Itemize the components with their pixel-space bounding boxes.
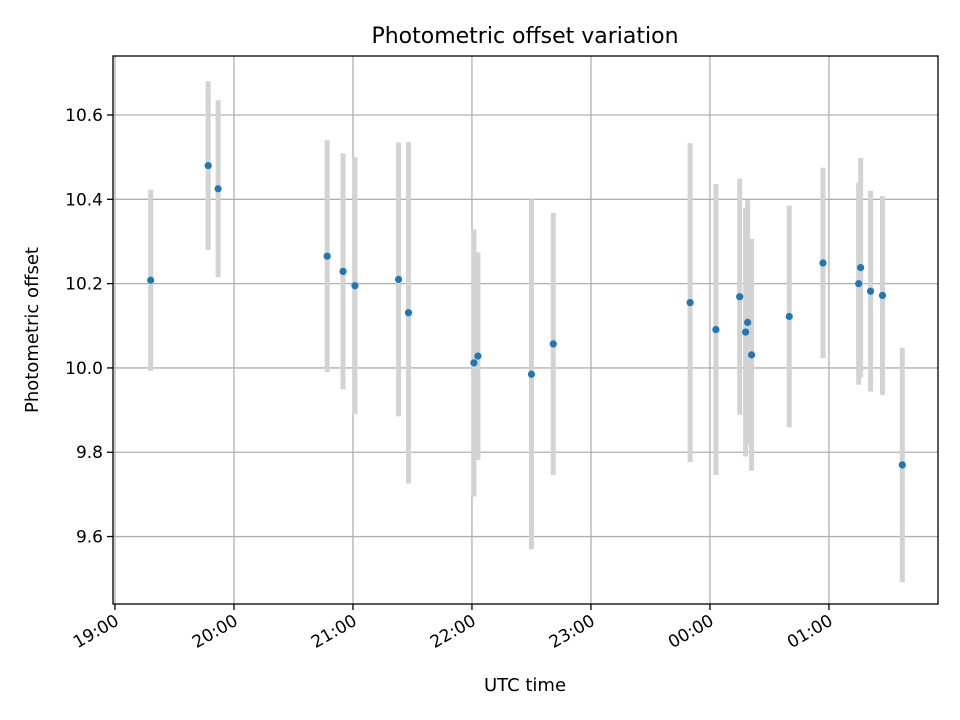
data-point bbox=[785, 312, 793, 321]
x-tick-label: 23:00 bbox=[546, 611, 598, 653]
ticks: 9.6 9.8 10.0 10.2 10.4 10.6 19:00 20:00 21:00 22:… bbox=[65, 106, 836, 653]
data-point bbox=[214, 185, 222, 193]
data-point bbox=[339, 267, 347, 276]
data-point bbox=[527, 370, 536, 378]
y-tick-label: 10.0 bbox=[65, 359, 103, 379]
data-point bbox=[742, 328, 750, 336]
data-point bbox=[866, 287, 875, 295]
data-point bbox=[686, 299, 694, 307]
data-point bbox=[351, 282, 359, 290]
data-point bbox=[323, 252, 331, 260]
data-point bbox=[736, 293, 744, 301]
x-tick-label: 19:00 bbox=[70, 611, 122, 653]
data-point bbox=[855, 280, 863, 288]
data-point bbox=[712, 325, 720, 334]
data-point bbox=[394, 275, 403, 284]
x-tick-label: 01:00 bbox=[784, 611, 836, 653]
y-tick-label: 10.2 bbox=[65, 275, 103, 295]
error-bars bbox=[148, 81, 905, 583]
data-point bbox=[819, 259, 827, 267]
data-point bbox=[878, 291, 887, 300]
grid bbox=[113, 56, 938, 604]
data-points bbox=[147, 162, 906, 469]
x-tick-label: 00:00 bbox=[665, 611, 717, 653]
y-tick-label: 10.6 bbox=[65, 106, 103, 126]
data-point bbox=[474, 352, 482, 360]
plot-frame bbox=[112, 55, 939, 605]
data-point bbox=[204, 162, 212, 170]
x-tick-label: 21:00 bbox=[308, 611, 360, 653]
data-point bbox=[747, 351, 756, 359]
data-point bbox=[404, 309, 413, 317]
chart-title: Photometric offset variation bbox=[371, 24, 678, 49]
y-axis-label: Photometric offset bbox=[22, 247, 43, 413]
data-point bbox=[470, 359, 478, 367]
data-point bbox=[744, 318, 752, 327]
data-point bbox=[857, 264, 865, 272]
x-axis-label: UTC time bbox=[484, 675, 566, 696]
y-tick-label: 9.6 bbox=[76, 528, 103, 548]
data-point bbox=[549, 340, 557, 348]
x-tick-label: 22:00 bbox=[427, 611, 479, 653]
y-tick-label: 9.8 bbox=[76, 443, 103, 463]
data-point bbox=[898, 461, 906, 469]
y-tick-label: 10.4 bbox=[65, 190, 103, 210]
x-tick-label: 20:00 bbox=[189, 611, 241, 653]
data-point bbox=[147, 276, 155, 284]
